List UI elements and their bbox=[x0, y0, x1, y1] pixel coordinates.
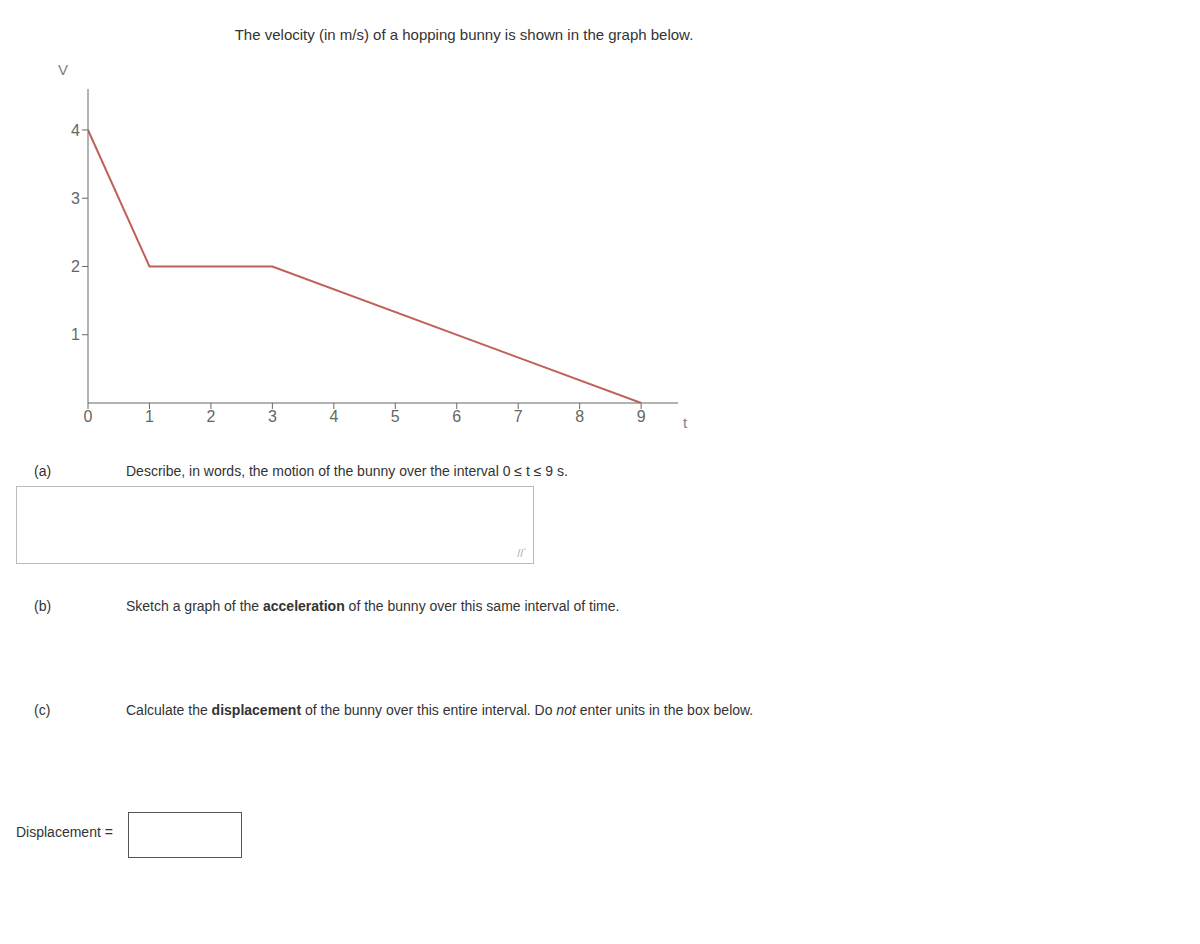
svg-text:V: V bbox=[58, 61, 68, 78]
svg-text:2: 2 bbox=[71, 258, 80, 275]
svg-text:1: 1 bbox=[145, 408, 154, 425]
svg-text:3: 3 bbox=[71, 190, 80, 207]
svg-text:7: 7 bbox=[514, 408, 523, 425]
html-text:Sketch a graph of the accelera: Sketch a graph of the acceleration of th… bbox=[126, 598, 620, 614]
svg-text:9: 9 bbox=[637, 408, 646, 425]
html-text:Displacement =: Displacement = bbox=[16, 824, 113, 840]
svg-text:6: 6 bbox=[452, 408, 461, 425]
html-text:(c): (c) bbox=[34, 702, 51, 718]
html-text:Calculate the displacement of: Calculate the displacement of the bunny … bbox=[126, 702, 754, 718]
svg-text:4: 4 bbox=[329, 408, 338, 425]
svg-text:0: 0 bbox=[84, 408, 93, 425]
svg-text:2: 2 bbox=[206, 408, 215, 425]
html-text:The velocity (in m/s) of a hop: The velocity (in m/s) of a hopping bunny… bbox=[234, 26, 694, 43]
html-text:Describe, in words, the motion: Describe, in words, the motion of the bu… bbox=[126, 463, 568, 479]
svg-text:5: 5 bbox=[391, 408, 400, 425]
svg-text:1: 1 bbox=[71, 326, 80, 343]
html-text:(a): (a) bbox=[34, 463, 52, 479]
svg-text:3: 3 bbox=[268, 408, 277, 425]
html-text:(b): (b) bbox=[34, 598, 52, 614]
svg-text:4: 4 bbox=[71, 122, 80, 139]
svg-text:8: 8 bbox=[575, 408, 584, 425]
svg-text:t: t bbox=[683, 414, 688, 431]
